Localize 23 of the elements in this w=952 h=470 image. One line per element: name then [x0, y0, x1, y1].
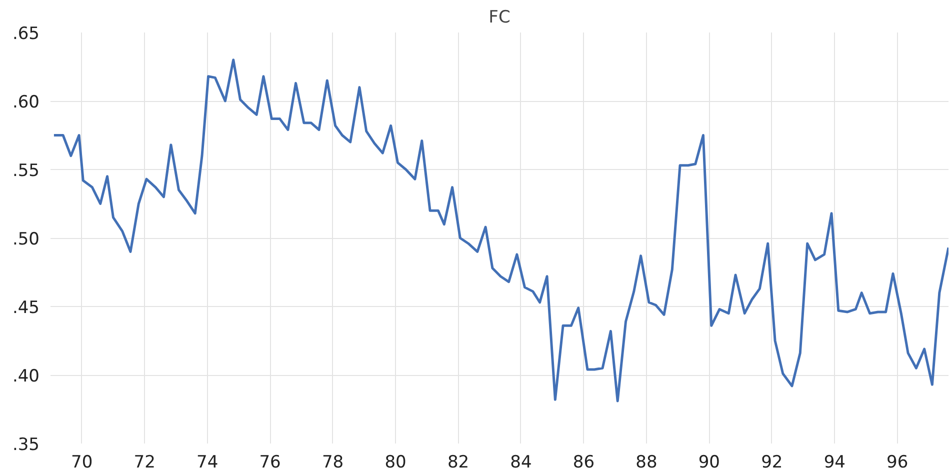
x-tick-label: 72: [134, 452, 156, 470]
y-tick-label: .40: [12, 366, 40, 386]
y-tick-label: .50: [12, 230, 40, 250]
x-tick-label: 78: [322, 452, 344, 470]
x-tick-label: 92: [761, 452, 783, 470]
x-tick-label: 74: [196, 452, 218, 470]
y-tick-label: .45: [12, 298, 40, 318]
y-tick-label: .55: [12, 161, 40, 181]
y-tick-label: .60: [12, 92, 40, 112]
x-tick-label: 94: [824, 452, 846, 470]
x-tick-label: 86: [572, 452, 595, 470]
x-tick-label: 90: [698, 452, 720, 470]
x-tick-label: 96: [886, 452, 908, 470]
x-tick-label: 82: [447, 452, 470, 470]
chart-title: FC: [488, 8, 510, 28]
x-tick-label: 70: [71, 452, 93, 470]
x-tick-label: 80: [384, 452, 406, 470]
y-tick-label: .35: [12, 435, 40, 455]
x-tick-label: 76: [259, 452, 281, 470]
line-series: [52, 58, 948, 402]
x-tick-label: 88: [636, 452, 658, 470]
x-tick-label: 84: [510, 452, 532, 470]
y-tick-label: .65: [12, 24, 40, 44]
